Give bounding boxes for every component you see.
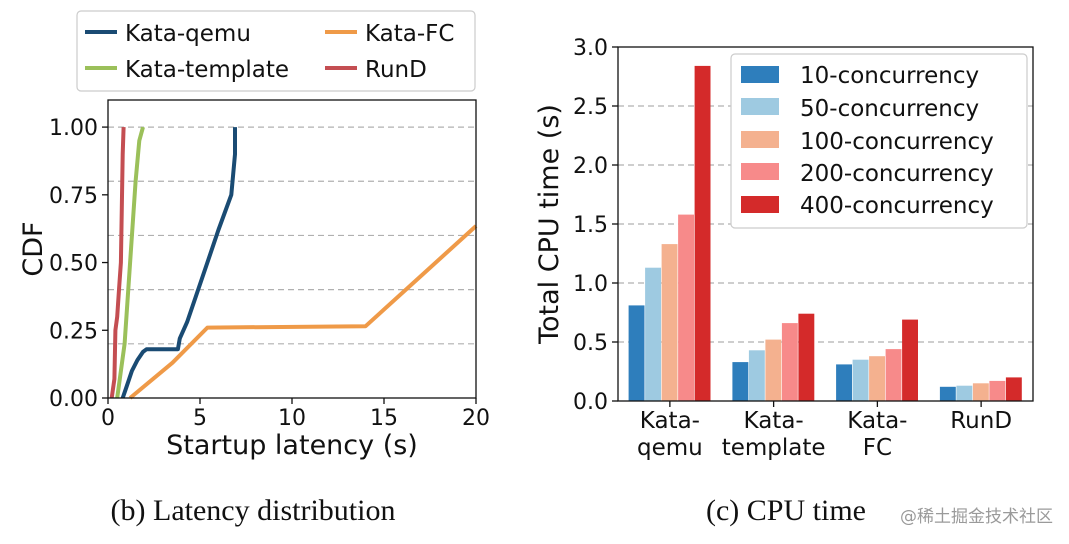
cdf-x-tick-label: 10 [278, 406, 306, 431]
bar-kata-qemu-10-concurrency [628, 305, 645, 401]
cdf-y-tick-label: 0.00 [49, 387, 98, 412]
legend-label-400-concurrency: 400-concurrency [800, 193, 994, 219]
bar-subtitle: (c) CPU time [706, 494, 866, 527]
legend-label-rund: RunD [365, 57, 427, 83]
bar-kata-qemu-100-concurrency [661, 244, 678, 401]
cdf-line-rund [109, 127, 126, 399]
legend-label-200-concurrency: 200-concurrency [800, 161, 994, 187]
cdf-plot-frame [107, 99, 477, 399]
bar-y-tick-label: 0.0 [573, 390, 608, 415]
cdf-x-tick-label: 15 [370, 406, 398, 431]
bar-kata-qemu-200-concurrency [678, 214, 694, 401]
cdf-y-axis-label: CDF [18, 221, 49, 276]
legend-swatch-200-concurrency [741, 163, 779, 180]
cpu-bar-chart: 0.00.51.01.52.02.53.0 Kata-qemuKata-temp… [534, 36, 1034, 527]
cdf-x-axis-label: Startup latency (s) [166, 430, 418, 461]
cdf-x-tick-label: 0 [101, 406, 115, 431]
bar-rund-200-concurrency [989, 380, 1006, 401]
bar-kata-fc-200-concurrency [885, 349, 902, 401]
bar-kata-fc-100-concurrency [869, 356, 885, 401]
bar-x-tick-label: Kata- [744, 408, 804, 434]
bar-y-tick-label: 1.5 [573, 213, 608, 238]
cdf-line-kata-qemu [120, 127, 237, 399]
legend-label-kata-qemu: Kata-qemu [125, 21, 251, 47]
legend-swatch-100-concurrency [741, 131, 779, 148]
cdf-y-tick-label: 0.75 [49, 184, 98, 209]
bar-kata-template-100-concurrency [765, 339, 782, 401]
bar-y-tick-label: 1.0 [573, 272, 608, 297]
bar-rund-50-concurrency [956, 385, 973, 401]
cdf-y-tick-label: 0.25 [49, 319, 98, 344]
bar-rund-10-concurrency [939, 386, 956, 401]
bar-x-tick-label: Kata- [847, 408, 907, 434]
bar-x-tick-label: RunD [950, 408, 1012, 434]
legend-label-50-concurrency: 50-concurrency [800, 96, 979, 122]
legend-label-kata-template: Kata-template [125, 57, 289, 83]
cdf-subtitle: (b) Latency distribution [111, 494, 396, 527]
cdf-y-tick-label: 0.50 [49, 252, 98, 277]
bar-kata-qemu-50-concurrency [645, 267, 661, 401]
bar-rund-100-concurrency [972, 383, 989, 401]
legend-label-kata-fc: Kata-FC [365, 21, 454, 47]
bar-kata-fc-400-concurrency [902, 319, 918, 401]
legend-swatch-50-concurrency [741, 98, 779, 115]
cdf-y-ticks: 0.00 0.25 0.50 0.75 1.00 [49, 116, 108, 412]
bar-y-tick-label: 0.5 [573, 331, 608, 356]
cdf-x-tick-label: 20 [462, 406, 490, 431]
bar-kata-qemu-400-concurrency [694, 65, 711, 402]
bar-kata-template-50-concurrency [748, 350, 765, 401]
bar-rund-400-concurrency [1005, 377, 1022, 401]
cdf-legend-box [76, 10, 476, 92]
bar-kata-template-10-concurrency [732, 362, 749, 401]
bar-x-tick-label: Kata- [640, 408, 700, 434]
bar-y-tick-label: 2.0 [573, 154, 608, 179]
bar-legend-box [730, 53, 1028, 229]
bar-y-ticks: 0.0 0.5 1.0 1.5 2.0 2.5 3.0 [573, 36, 618, 415]
cdf-line-kata-fc [128, 224, 478, 400]
cdf-x-tick-label: 5 [193, 406, 207, 431]
bar-y-axis-label: Total CPU time (s) [534, 104, 565, 345]
watermark: @稀土掘金技术社区 [900, 507, 1053, 527]
legend-swatch-10-concurrency [741, 66, 779, 83]
cdf-y-tick-label: 1.00 [49, 116, 98, 141]
cdf-series-lines [109, 126, 478, 400]
bar-x-tick-label: template [722, 435, 826, 461]
bar-y-tick-label: 2.5 [573, 95, 608, 120]
cdf-gridlines [108, 126, 476, 345]
cdf-line-kata-template [115, 126, 145, 399]
bar-x-tick-label: FC [863, 435, 892, 461]
bar-kata-template-200-concurrency [781, 323, 798, 401]
legend-swatch-400-concurrency [741, 196, 779, 213]
bar-kata-template-400-concurrency [798, 313, 815, 401]
cdf-x-ticks: 0 5 10 15 20 [101, 398, 490, 431]
bar-x-tick-label: qemu [637, 435, 703, 461]
cdf-chart: 0 5 10 15 20 0.00 0.25 0.50 0.75 1.00 Startup la… [18, 10, 490, 527]
legend-label-100-concurrency: 100-concurrency [800, 129, 994, 155]
bar-y-tick-label: 3.0 [573, 36, 608, 61]
legend-label-10-concurrency: 10-concurrency [800, 63, 979, 89]
bar-kata-fc-50-concurrency [852, 359, 869, 401]
bar-kata-fc-10-concurrency [836, 364, 852, 401]
bar-marks [628, 65, 1022, 402]
